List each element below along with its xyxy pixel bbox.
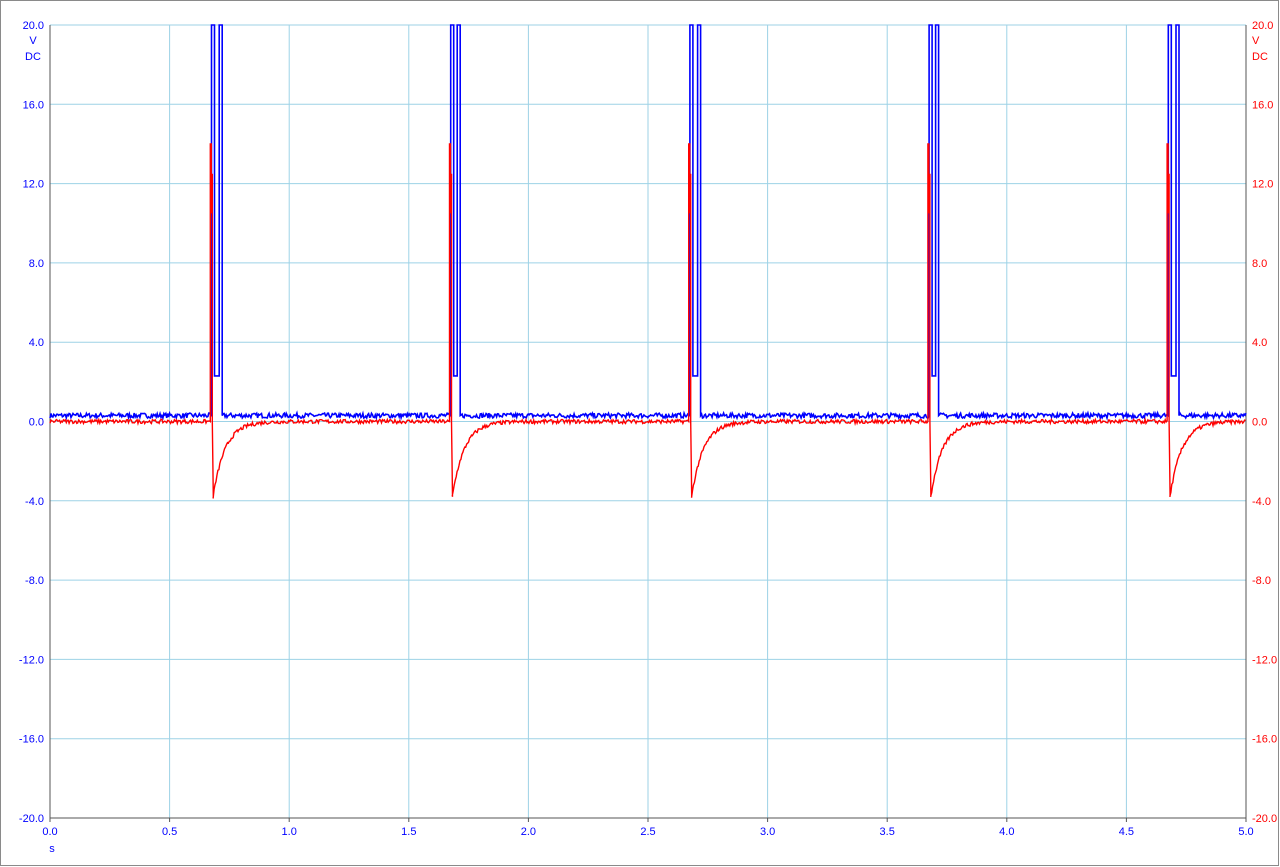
- series-blue-trace: [49, 24, 1247, 422]
- left-axis-ticks: 20.0 16.0 12.0 8.0 4.0 0.0 -4.0 -8.0 -12.0 -16.0 -…: [19, 20, 44, 825]
- right-tick-label: -4.0: [1252, 496, 1271, 508]
- left-tick-label: -8.0: [25, 575, 44, 587]
- right-tick-label: 0.0: [1252, 417, 1267, 429]
- left-tick-label: 16.0: [23, 99, 44, 111]
- right-axis-unit: V: [1252, 35, 1260, 47]
- x-tick-label: 3.0: [760, 826, 775, 838]
- left-tick-label: -4.0: [25, 496, 44, 508]
- x-tick-label: 3.5: [880, 826, 895, 838]
- right-tick-label: 20.0: [1252, 20, 1273, 32]
- x-tick-label: 0.0: [42, 826, 57, 838]
- left-tick-label: 8.0: [29, 258, 44, 270]
- x-tick-label: 0.5: [162, 826, 177, 838]
- right-tick-label: 8.0: [1252, 258, 1267, 270]
- x-axis-ticks: 0.0 0.5 1.0 1.5 2.0 2.5 3.0 3.5 4.0 4.5 5.0: [42, 818, 1254, 838]
- left-tick-label: 20.0: [23, 20, 44, 32]
- left-axis-unit: V: [29, 35, 37, 47]
- right-axis-ticks: 20.0 16.0 12.0 8.0 4.0 0.0 -4.0 -8.0 -12.0 -16.0 -…: [1252, 20, 1277, 825]
- x-tick-label: 4.5: [1119, 826, 1134, 838]
- x-tick-label: 2.0: [521, 826, 536, 838]
- right-axis-coupling: DC: [1252, 51, 1268, 63]
- left-tick-label: -12.0: [19, 654, 44, 666]
- left-tick-label: -16.0: [19, 734, 44, 746]
- right-tick-label: -16.0: [1252, 734, 1277, 746]
- right-tick-label: 16.0: [1252, 99, 1273, 111]
- right-tick-label: -12.0: [1252, 654, 1277, 666]
- right-tick-label: -20.0: [1252, 813, 1277, 825]
- x-tick-label: 4.0: [999, 826, 1014, 838]
- left-tick-label: -20.0: [19, 813, 44, 825]
- left-tick-label: 4.0: [29, 337, 44, 349]
- series-group: [49, 24, 1247, 499]
- x-axis-label: s: [49, 843, 55, 855]
- x-tick-label: 1.0: [282, 826, 297, 838]
- left-tick-label: 0.0: [29, 417, 44, 429]
- right-tick-label: -8.0: [1252, 575, 1271, 587]
- x-tick-label: 5.0: [1238, 826, 1253, 838]
- left-axis-coupling: DC: [25, 51, 41, 63]
- right-tick-label: 12.0: [1252, 179, 1273, 191]
- left-tick-label: 12.0: [23, 179, 44, 191]
- right-tick-label: 4.0: [1252, 337, 1267, 349]
- x-tick-label: 1.5: [401, 826, 416, 838]
- series-red-trace: [49, 143, 1246, 499]
- x-tick-label: 2.5: [640, 826, 655, 838]
